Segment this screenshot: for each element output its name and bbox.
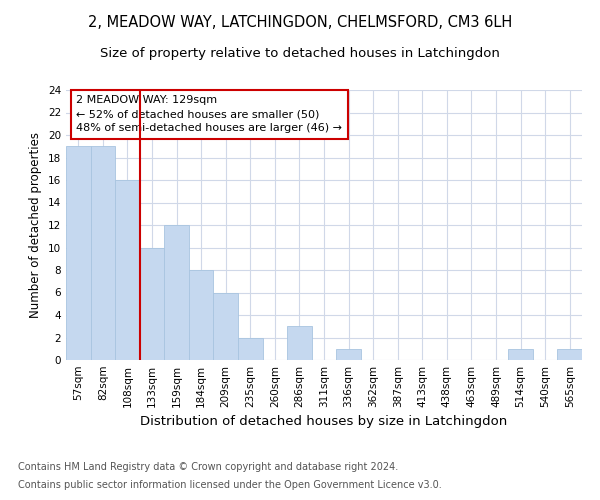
- Text: 2, MEADOW WAY, LATCHINGDON, CHELMSFORD, CM3 6LH: 2, MEADOW WAY, LATCHINGDON, CHELMSFORD, …: [88, 15, 512, 30]
- Bar: [557, 349, 582, 360]
- X-axis label: Distribution of detached houses by size in Latchingdon: Distribution of detached houses by size …: [140, 416, 508, 428]
- Text: Contains HM Land Registry data © Crown copyright and database right 2024.: Contains HM Land Registry data © Crown c…: [18, 462, 398, 472]
- Bar: [287, 326, 312, 360]
- Bar: [66, 146, 91, 360]
- Text: Size of property relative to detached houses in Latchingdon: Size of property relative to detached ho…: [100, 48, 500, 60]
- Bar: [238, 338, 263, 360]
- Bar: [91, 146, 115, 360]
- Y-axis label: Number of detached properties: Number of detached properties: [29, 132, 43, 318]
- Bar: [164, 225, 189, 360]
- Bar: [115, 180, 140, 360]
- Bar: [140, 248, 164, 360]
- Text: Contains public sector information licensed under the Open Government Licence v3: Contains public sector information licen…: [18, 480, 442, 490]
- Bar: [214, 292, 238, 360]
- Bar: [508, 349, 533, 360]
- Text: 2 MEADOW WAY: 129sqm
← 52% of detached houses are smaller (50)
48% of semi-detac: 2 MEADOW WAY: 129sqm ← 52% of detached h…: [76, 96, 343, 134]
- Bar: [336, 349, 361, 360]
- Bar: [189, 270, 214, 360]
